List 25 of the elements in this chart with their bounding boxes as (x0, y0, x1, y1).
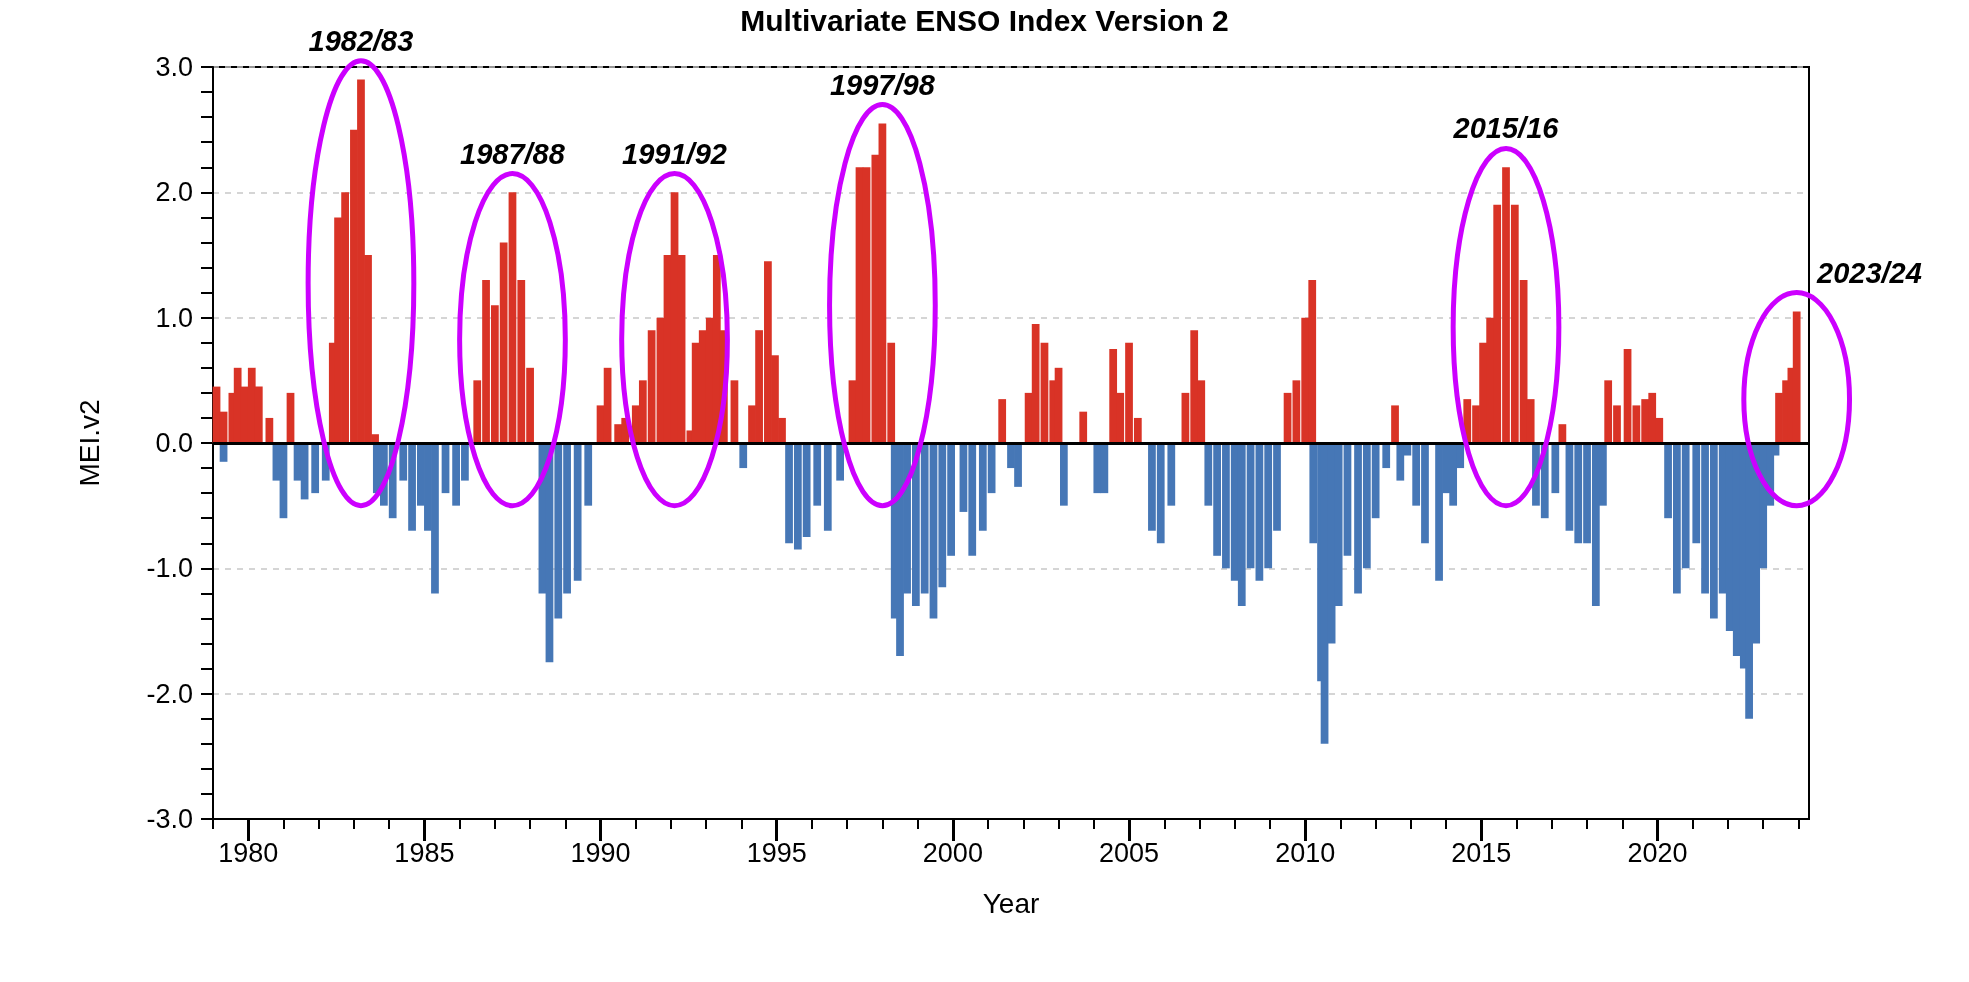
x-tick-label: 2015 (1451, 837, 1512, 868)
x-tick-label: 1980 (218, 837, 279, 868)
x-tick-label: 2005 (1098, 837, 1160, 868)
y-tick-label: -2.0 (146, 678, 193, 709)
x-tick-label: 1985 (394, 837, 455, 868)
y-tick-label: 0.0 (155, 428, 193, 458)
y-tick-label: -1.0 (146, 553, 193, 584)
chart-title: Multivariate ENSO Index Version 2 (740, 3, 1229, 37)
annotation: 2023/24 (1816, 256, 1922, 289)
annotation: 1997/98 (829, 68, 936, 101)
y-tick-label: 1.0 (155, 302, 193, 333)
annotation: 1987/88 (460, 137, 566, 170)
annotation: 2015/16 (1452, 112, 1560, 145)
x-tick-label: 1990 (570, 837, 631, 868)
x-tick-label: 2000 (922, 837, 983, 868)
x-tick-label: 1995 (746, 837, 807, 868)
y-tick-label: 2.0 (155, 177, 193, 208)
x-axis-title: Year (982, 887, 1040, 919)
x-tick-label: 2020 (1627, 837, 1688, 868)
y-axis-title: MEI.v2 (73, 399, 105, 487)
x-tick-label: 2010 (1275, 837, 1336, 868)
y-tick-label: -3.0 (146, 804, 193, 834)
y-tick-label: 3.0 (155, 52, 193, 82)
annotation: 1982/83 (308, 24, 414, 57)
annotation: 1991/92 (622, 137, 727, 170)
